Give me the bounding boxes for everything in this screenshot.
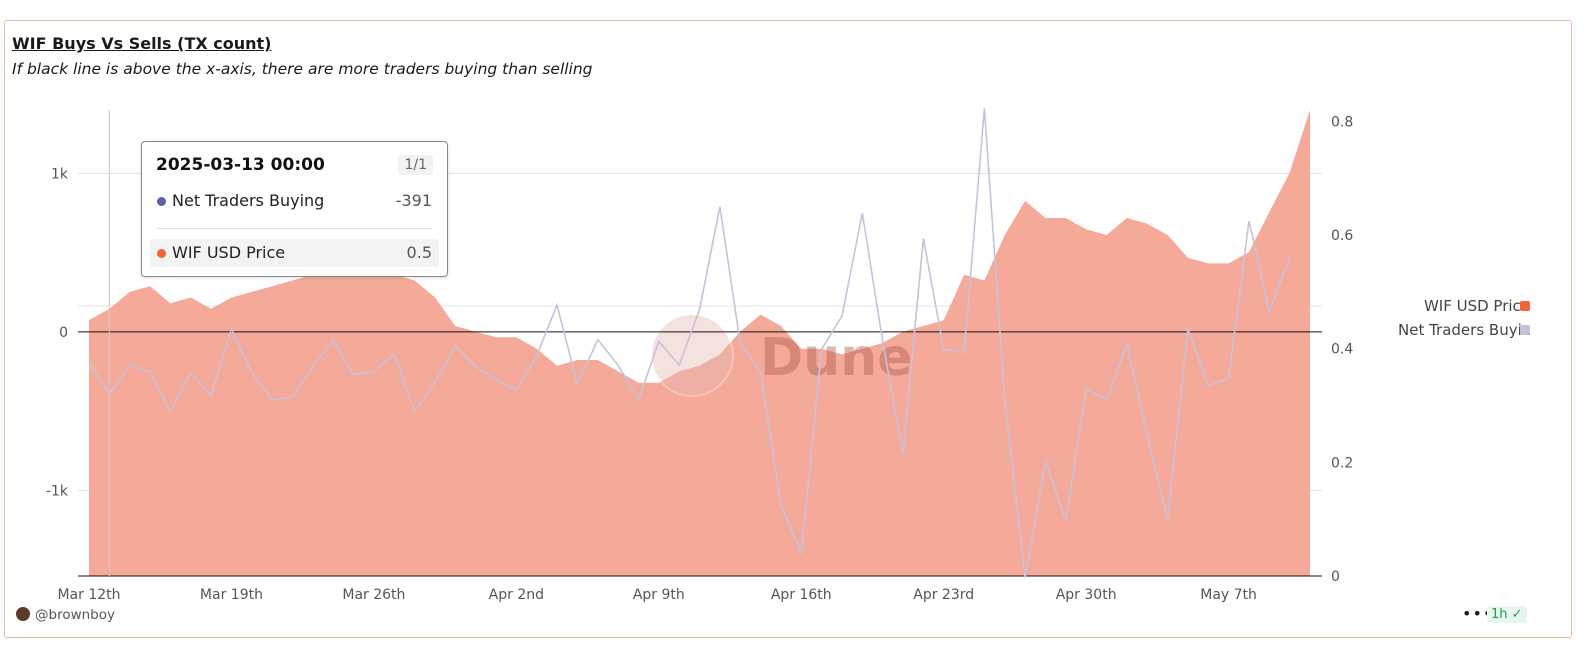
author-name: @brownboy <box>35 607 115 623</box>
x-tick-label: May 7th <box>1200 587 1257 603</box>
series-dot-icon <box>157 197 166 206</box>
y-left-tick-label: 1k <box>51 166 69 182</box>
avatar <box>16 607 30 621</box>
chart-title[interactable]: WIF Buys Vs Sells (TX count) <box>12 34 272 53</box>
legend-swatch-icon <box>1520 325 1530 335</box>
y-right-tick-label: 0.6 <box>1331 228 1353 244</box>
more-options-icon[interactable]: ••• <box>1462 604 1494 623</box>
author-link[interactable]: @brownboy <box>16 607 115 623</box>
tooltip-row-label: WIF USD Price <box>172 243 286 262</box>
legend-item-wif-usd-price[interactable]: WIF USD Price <box>1424 297 1530 315</box>
x-tick-label: Mar 12th <box>57 587 120 603</box>
x-tick-label: Apr 30th <box>1056 587 1117 603</box>
tooltip-row-net-traders-buying: Net Traders Buying -391 <box>150 187 439 215</box>
y-right-tick-label: 0.8 <box>1331 114 1353 130</box>
y-right-tick-label: 0.4 <box>1331 342 1353 358</box>
tooltip-row-label: Net Traders Buying <box>172 191 325 210</box>
series-dot-icon <box>157 249 166 258</box>
x-tick-label: Apr 23rd <box>913 587 974 603</box>
dune-watermark-logo <box>650 313 734 397</box>
chart-subtitle: If black line is above the x-axis, there… <box>12 60 593 78</box>
refresh-status-badge[interactable]: 1h ✓ <box>1487 606 1527 623</box>
legend-label: WIF USD Price <box>1423 297 1530 315</box>
y-left-tick-label: -1k <box>46 483 69 499</box>
dune-watermark-logo-inner <box>652 315 732 395</box>
tooltip-row-value: -391 <box>395 191 432 210</box>
tooltip-row-value: 0.5 <box>406 243 432 262</box>
x-tick-label: Mar 26th <box>342 587 405 603</box>
y-left-tick-label: 0 <box>59 325 68 341</box>
chart-tooltip: 2025-03-13 00:00 1/1 Net Traders Buying … <box>141 141 448 277</box>
x-tick-label: Apr 9th <box>633 587 685 603</box>
tooltip-row-wif-usd-price: WIF USD Price 0.5 <box>150 239 439 267</box>
tooltip-divider <box>156 228 433 229</box>
x-tick-label: Apr 16th <box>771 587 832 603</box>
x-tick-label: Apr 2nd <box>489 587 544 603</box>
tooltip-date: 2025-03-13 00:00 <box>156 155 325 175</box>
dune-watermark: Dune <box>760 328 912 388</box>
x-tick-label: Mar 19th <box>200 587 263 603</box>
legend-swatch-icon <box>1520 301 1530 311</box>
series-area-wif-usd-price <box>89 110 1310 576</box>
y-right-tick-label: 0 <box>1331 569 1340 585</box>
tooltip-page-count: 1/1 <box>398 155 433 175</box>
legend-label: Net Traders Buying <box>1398 321 1530 339</box>
chart-card <box>4 20 1572 638</box>
legend-item-net-traders-buying[interactable]: Net Traders Buying <box>1398 321 1530 339</box>
y-right-tick-label: 0.2 <box>1331 455 1353 471</box>
series-line-net-traders-buying <box>88 108 1291 578</box>
